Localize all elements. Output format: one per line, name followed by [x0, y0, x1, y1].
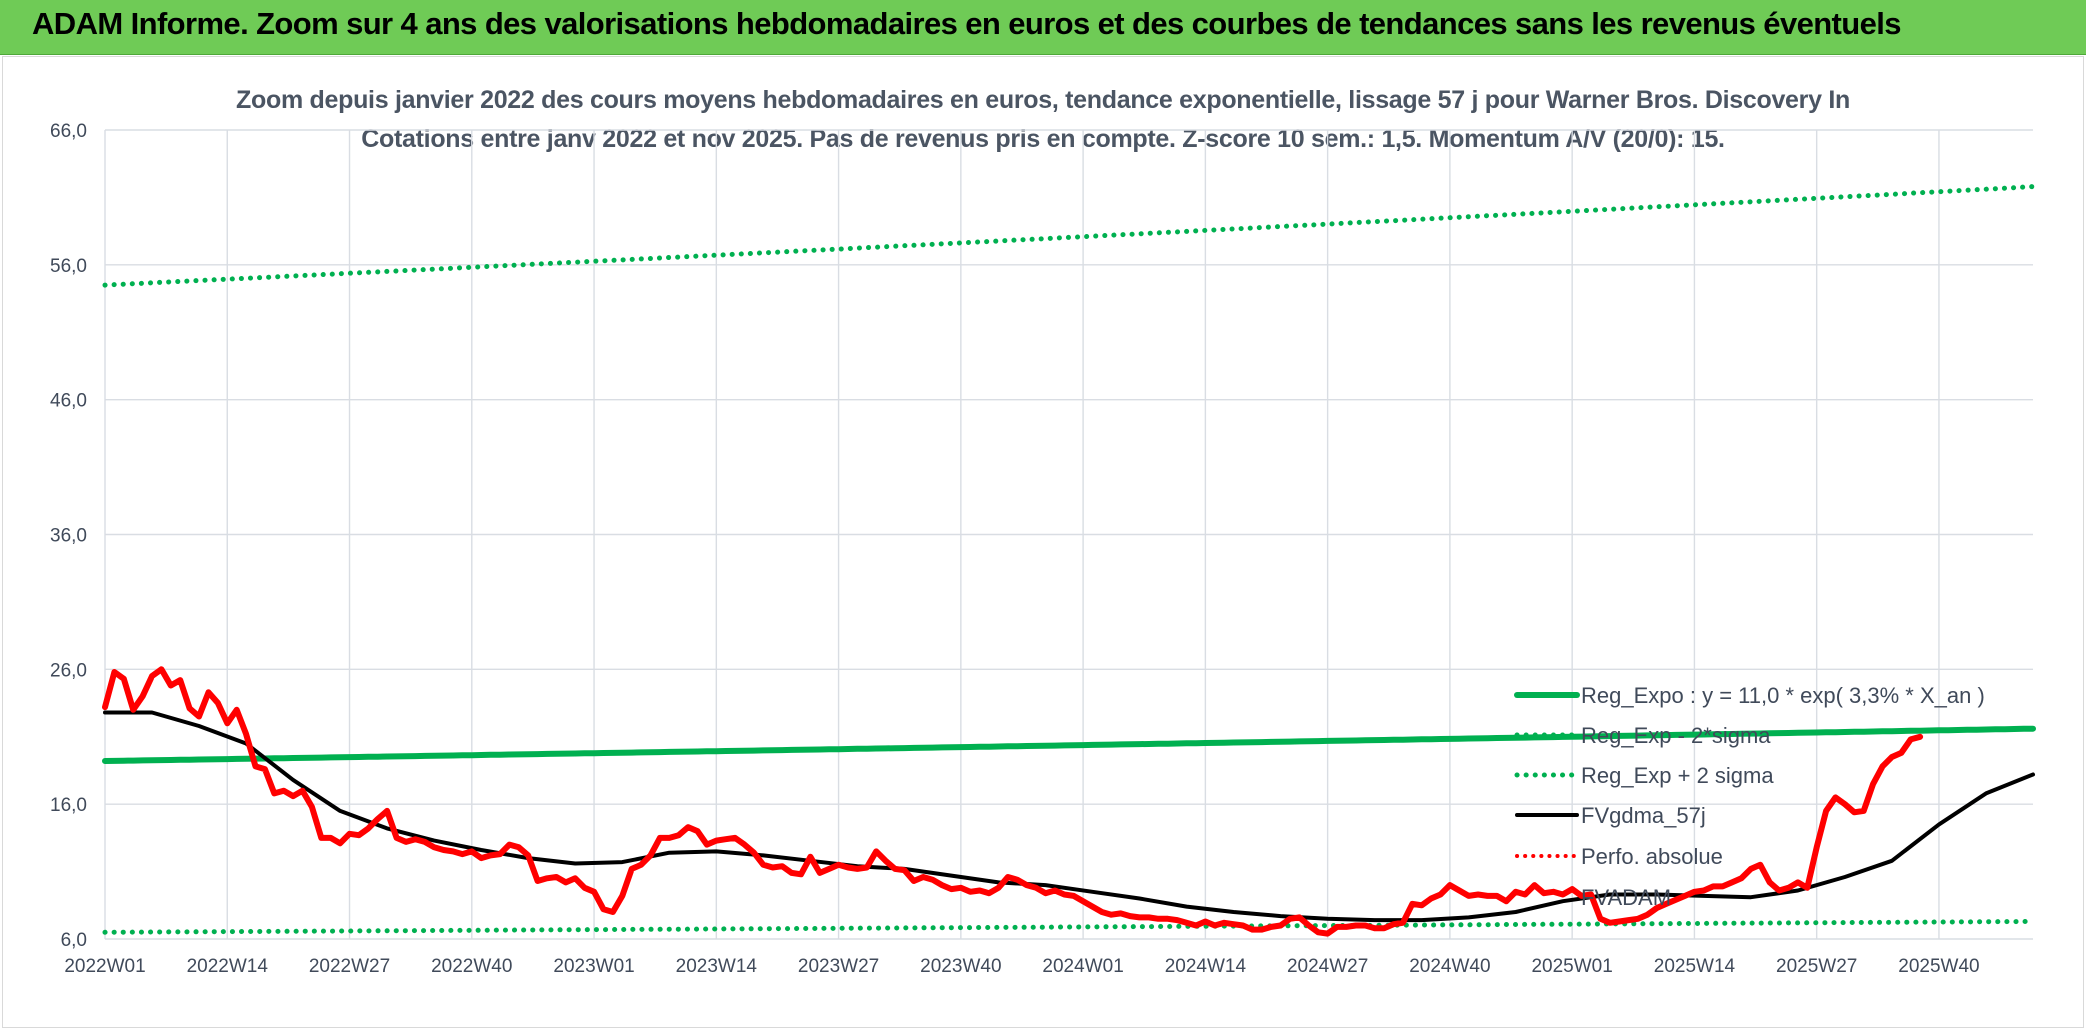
- x-tick-label: 2024W40: [1409, 956, 1490, 977]
- y-tick-label: 46,0: [50, 391, 87, 412]
- x-tick-label: 2023W27: [798, 956, 879, 977]
- line-chart: Zoom depuis janvier 2022 des cours moyen…: [50, 86, 2036, 977]
- chart-title: Zoom depuis janvier 2022 des cours moyen…: [236, 86, 1850, 114]
- fv-smoothed-line: [103, 710, 2035, 923]
- x-tick-label: 2023W40: [920, 956, 1001, 977]
- legend-item-fvadam: FVADAM: [1581, 885, 1671, 910]
- y-tick-label: 16,0: [50, 795, 87, 816]
- grid: [104, 129, 2033, 940]
- price-line: [102, 666, 1924, 937]
- y-axis: 66,0 56,0 46,0 36,0 26,0 16,0 6,0: [50, 121, 87, 951]
- band-lower-line: [102, 919, 2036, 935]
- chart-frame: Zoom depuis janvier 2022 des cours moyen…: [2, 56, 2084, 1028]
- legend-label: Reg_Exp - 2*sigma: [1581, 723, 1771, 748]
- legend-item-fv: FVgdma_57j: [1515, 803, 1706, 828]
- x-tick-label: 2023W14: [676, 956, 758, 977]
- x-tick-label: 2024W27: [1287, 956, 1368, 977]
- legend-item-band-upper: Reg_Exp + 2 sigma: [1514, 763, 1774, 788]
- band-upper-line: [102, 184, 2036, 288]
- series-layer: [102, 184, 2036, 937]
- x-tick-label: 2024W14: [1165, 956, 1247, 977]
- y-tick-label: 66,0: [50, 121, 87, 142]
- x-tick-label: 2025W14: [1654, 956, 1736, 977]
- y-tick-label: 6,0: [61, 930, 87, 951]
- x-tick-label: 2023W01: [553, 956, 634, 977]
- legend-item-band-lower: Reg_Exp - 2*sigma: [1514, 723, 1771, 748]
- chart-subtitle: Cotations entre janv 2022 et nov 2025. P…: [361, 125, 1724, 153]
- legend: Reg_Expo : y = 11,0 * exp( 3,3% * X_an )…: [1514, 683, 1985, 910]
- legend-item-perfo: Perfo. absolue: [1515, 844, 1723, 869]
- y-tick-label: 56,0: [50, 256, 87, 277]
- legend-item-trend: Reg_Expo : y = 11,0 * exp( 3,3% * X_an ): [1514, 683, 1985, 708]
- x-tick-label: 2022W40: [431, 956, 512, 977]
- x-tick-label: 2022W01: [64, 956, 145, 977]
- x-tick-label: 2025W27: [1776, 956, 1857, 977]
- trend-line: [102, 725, 2036, 764]
- banner-title: ADAM Informe. Zoom sur 4 ans des valoris…: [32, 6, 1902, 41]
- x-tick-label: 2022W14: [187, 956, 269, 977]
- legend-label: FVADAM: [1581, 885, 1671, 910]
- x-tick-label: 2025W01: [1531, 956, 1612, 977]
- legend-label: Perfo. absolue: [1581, 844, 1723, 869]
- legend-label: Reg_Exp + 2 sigma: [1581, 763, 1774, 788]
- y-tick-label: 36,0: [50, 526, 87, 547]
- legend-label: FVgdma_57j: [1581, 803, 1706, 828]
- x-tick-label: 2025W40: [1898, 956, 1979, 977]
- x-tick-label: 2022W27: [309, 956, 390, 977]
- x-tick-label: 2024W01: [1042, 956, 1123, 977]
- x-axis: 2022W01 2022W14 2022W27 2022W40 2023W01 2023W…: [64, 956, 1979, 977]
- legend-label: Reg_Expo : y = 11,0 * exp( 3,3% * X_an ): [1581, 683, 1985, 708]
- y-tick-label: 26,0: [50, 660, 87, 681]
- report-banner: ADAM Informe. Zoom sur 4 ans des valoris…: [0, 0, 2086, 55]
